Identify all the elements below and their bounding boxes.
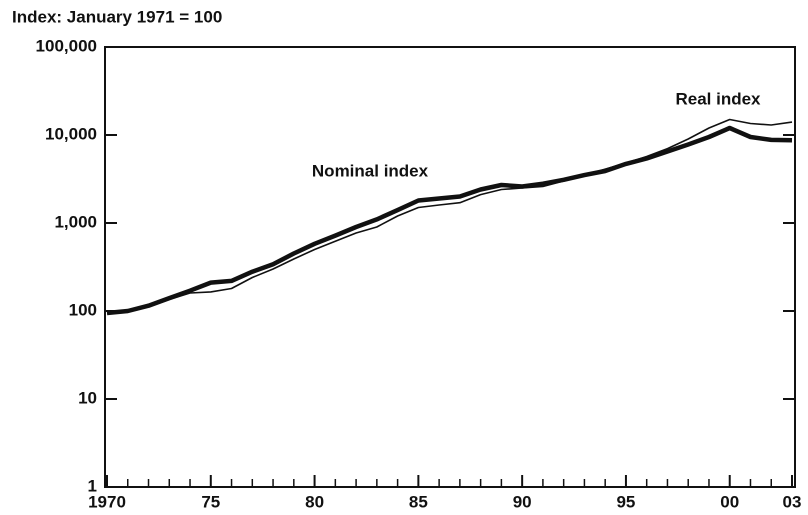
x-tick-label: 80 <box>305 492 324 511</box>
chart-title: Index: January 1971 = 100 <box>12 7 222 26</box>
annotation: Nominal index <box>312 161 429 180</box>
x-tick-label: 03 <box>783 492 802 511</box>
y-tick-label: 10 <box>78 388 97 407</box>
y-tick-label: 100 <box>69 300 97 319</box>
y-tick-label: 1,000 <box>54 212 97 231</box>
plot-frame <box>104 46 796 488</box>
x-tick-label: 1970 <box>88 492 126 511</box>
x-tick-label: 75 <box>201 492 220 511</box>
y-tick-label: 100,000 <box>36 36 97 55</box>
x-tick-label: 00 <box>720 492 739 511</box>
series-line <box>106 125 793 316</box>
x-tick-label: 85 <box>409 492 428 511</box>
annotation: Real index <box>675 89 761 108</box>
y-tick-label: 1 <box>88 476 97 495</box>
y-tick-label: 10,000 <box>45 124 97 143</box>
x-tick-label: 90 <box>513 492 532 511</box>
series-line <box>106 118 793 314</box>
x-tick-label: 95 <box>616 492 635 511</box>
